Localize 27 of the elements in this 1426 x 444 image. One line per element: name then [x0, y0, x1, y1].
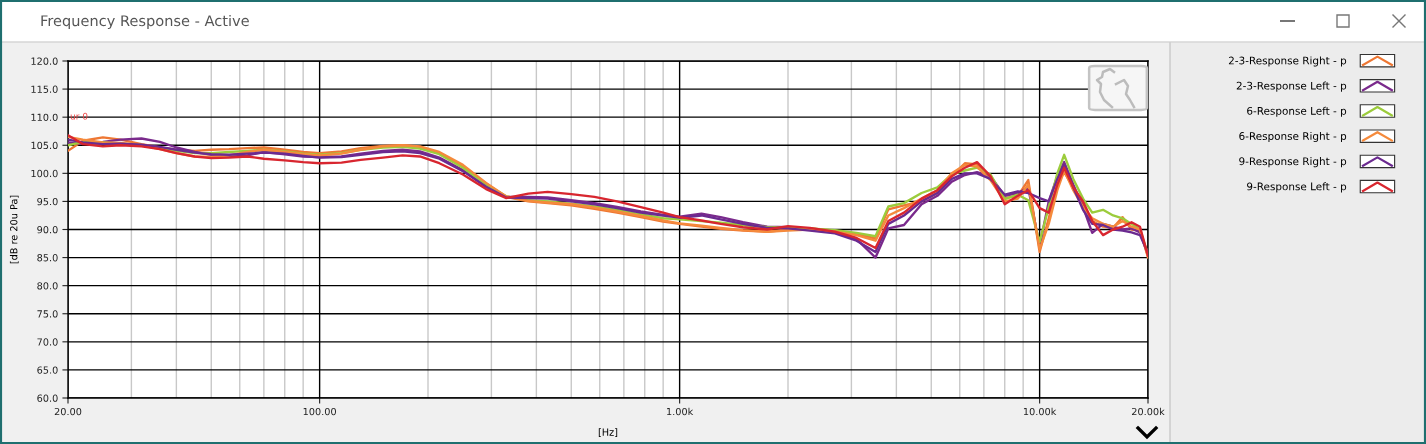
chart-title: Frequency Response - Active	[41, 14, 249, 30]
x-tick-label: 20.00	[54, 407, 82, 416]
y-tick-label: 80.0	[37, 282, 58, 290]
y-axis-title: [dB re 20u Pa]	[9, 195, 19, 264]
y-tick-label: 75.0	[37, 310, 58, 318]
x-tick-label: 10.00k	[1023, 407, 1057, 416]
x-tick-label: 1.00k	[667, 407, 694, 416]
y-tick-label: 110.0	[31, 113, 58, 121]
y-tick-label: 120.0	[31, 57, 58, 65]
x-tick-label: 20.00k	[1131, 407, 1165, 416]
x-axis-title: [Hz]	[598, 428, 618, 437]
y-tick-label: 85.0	[37, 254, 58, 262]
y-tick-label: 90.0	[37, 225, 58, 234]
y-tick-label: 95.0	[37, 197, 58, 206]
legend-label: 9-Response Right - p	[1239, 157, 1347, 168]
y-tick-label: 105.0	[31, 141, 58, 150]
y-tick-label: 70.0	[37, 338, 58, 346]
y-tick-label: 115.0	[31, 85, 58, 93]
legend-label: 6-Response Left - p	[1247, 106, 1347, 117]
legend-label: 2-3-Response Right - p	[1228, 56, 1347, 67]
y-tick-label: 60.0	[37, 394, 58, 402]
x-tick-label: 100.00	[303, 407, 336, 416]
legend-label: 2-3-Response Left - p	[1236, 81, 1347, 92]
y-tick-label: 65.0	[37, 366, 58, 374]
legend-label: 6-Response Right - p	[1239, 131, 1347, 143]
legend-label: 9-Response Left - p	[1247, 182, 1347, 193]
y-tick-label: 100.0	[31, 169, 58, 178]
